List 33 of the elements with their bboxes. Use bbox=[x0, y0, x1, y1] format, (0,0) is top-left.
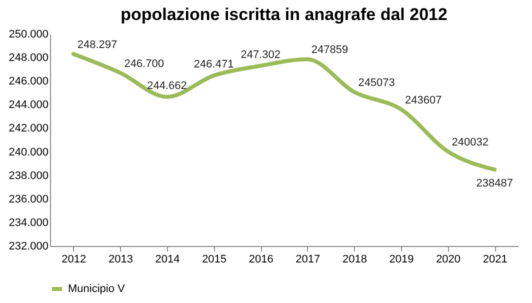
x-tick-label: 2018 bbox=[342, 254, 367, 266]
y-tick-label: 246.000 bbox=[8, 76, 48, 88]
data-label: 247859 bbox=[311, 44, 348, 56]
x-tick-label: 2014 bbox=[155, 254, 180, 266]
y-tick-label: 240.000 bbox=[8, 146, 48, 158]
y-tick-label: 236.000 bbox=[8, 193, 48, 206]
y-tick-label: 250.000 bbox=[8, 28, 48, 40]
x-tick-label: 2015 bbox=[202, 254, 227, 266]
y-tick-label: 238.000 bbox=[8, 170, 48, 182]
data-label: 246.471 bbox=[194, 58, 234, 71]
y-tick-label: 234.000 bbox=[8, 216, 48, 229]
x-tick-label: 2020 bbox=[436, 254, 461, 266]
y-tick-label: 242.000 bbox=[8, 122, 48, 135]
x-tick-label: 2021 bbox=[482, 254, 508, 266]
data-label: 246.700 bbox=[124, 58, 164, 70]
x-tick-label: 2013 bbox=[108, 254, 133, 266]
data-label: 248.297 bbox=[77, 39, 118, 52]
x-tick-label: 2016 bbox=[248, 254, 274, 266]
data-label: 247.302 bbox=[240, 48, 280, 61]
y-tick-label: 232.000 bbox=[8, 240, 48, 252]
data-label: 243607 bbox=[405, 94, 442, 106]
legend-label: Municipio V bbox=[68, 283, 126, 295]
data-label: 238487 bbox=[476, 178, 513, 190]
data-label: 245073 bbox=[358, 77, 395, 90]
y-tick-label: 244.000 bbox=[8, 99, 48, 112]
y-tick-label: 248.000 bbox=[8, 52, 48, 64]
x-tick-label: 2012 bbox=[62, 254, 86, 266]
line-series bbox=[71, 52, 497, 172]
data-label: 244.662 bbox=[147, 80, 187, 92]
data-label: 240032 bbox=[452, 136, 489, 148]
x-tick-label: 2019 bbox=[389, 254, 414, 266]
chart-title: popolazione iscritta in anagrafe dal 2012 bbox=[120, 5, 448, 24]
x-tick-label: 2017 bbox=[296, 254, 320, 266]
